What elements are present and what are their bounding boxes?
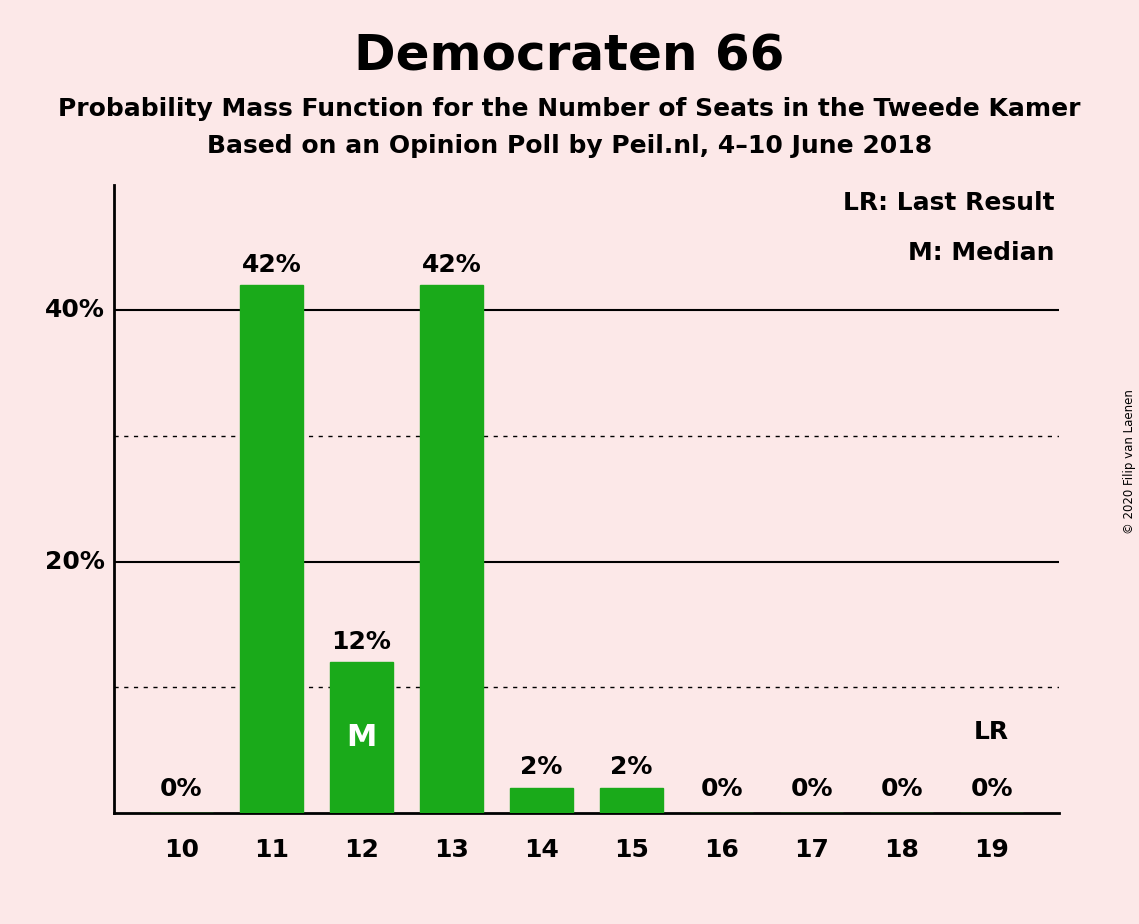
Text: Based on an Opinion Poll by Peil.nl, 4–10 June 2018: Based on an Opinion Poll by Peil.nl, 4–1… (207, 134, 932, 158)
Bar (330, 663, 393, 813)
Text: 15: 15 (614, 838, 649, 862)
Text: 18: 18 (884, 838, 919, 862)
Text: 42%: 42% (421, 252, 482, 276)
Text: © 2020 Filip van Laenen: © 2020 Filip van Laenen (1123, 390, 1137, 534)
Text: LR: Last Result: LR: Last Result (843, 191, 1055, 215)
Bar (420, 286, 483, 813)
Bar (600, 788, 663, 813)
Text: 2%: 2% (611, 755, 653, 779)
Text: 20%: 20% (44, 550, 105, 574)
Text: 0%: 0% (970, 776, 1013, 800)
Text: 12: 12 (344, 838, 379, 862)
Text: 13: 13 (434, 838, 469, 862)
Text: 10: 10 (164, 838, 199, 862)
Text: 17: 17 (794, 838, 829, 862)
Bar (510, 788, 573, 813)
Text: 2%: 2% (521, 755, 563, 779)
Text: LR: LR (974, 720, 1009, 744)
Text: M: M (346, 723, 377, 752)
Text: 42%: 42% (241, 252, 302, 276)
Text: 11: 11 (254, 838, 289, 862)
Text: Probability Mass Function for the Number of Seats in the Tweede Kamer: Probability Mass Function for the Number… (58, 97, 1081, 121)
Text: 0%: 0% (700, 776, 743, 800)
Text: 0%: 0% (880, 776, 923, 800)
Text: 0%: 0% (161, 776, 203, 800)
Text: 14: 14 (524, 838, 559, 862)
Text: 12%: 12% (331, 629, 392, 653)
Bar (240, 286, 303, 813)
Text: M: Median: M: Median (908, 241, 1055, 265)
Text: 19: 19 (974, 838, 1009, 862)
Text: 0%: 0% (790, 776, 833, 800)
Text: Democraten 66: Democraten 66 (354, 32, 785, 80)
Text: 16: 16 (704, 838, 739, 862)
Text: 40%: 40% (44, 298, 105, 322)
